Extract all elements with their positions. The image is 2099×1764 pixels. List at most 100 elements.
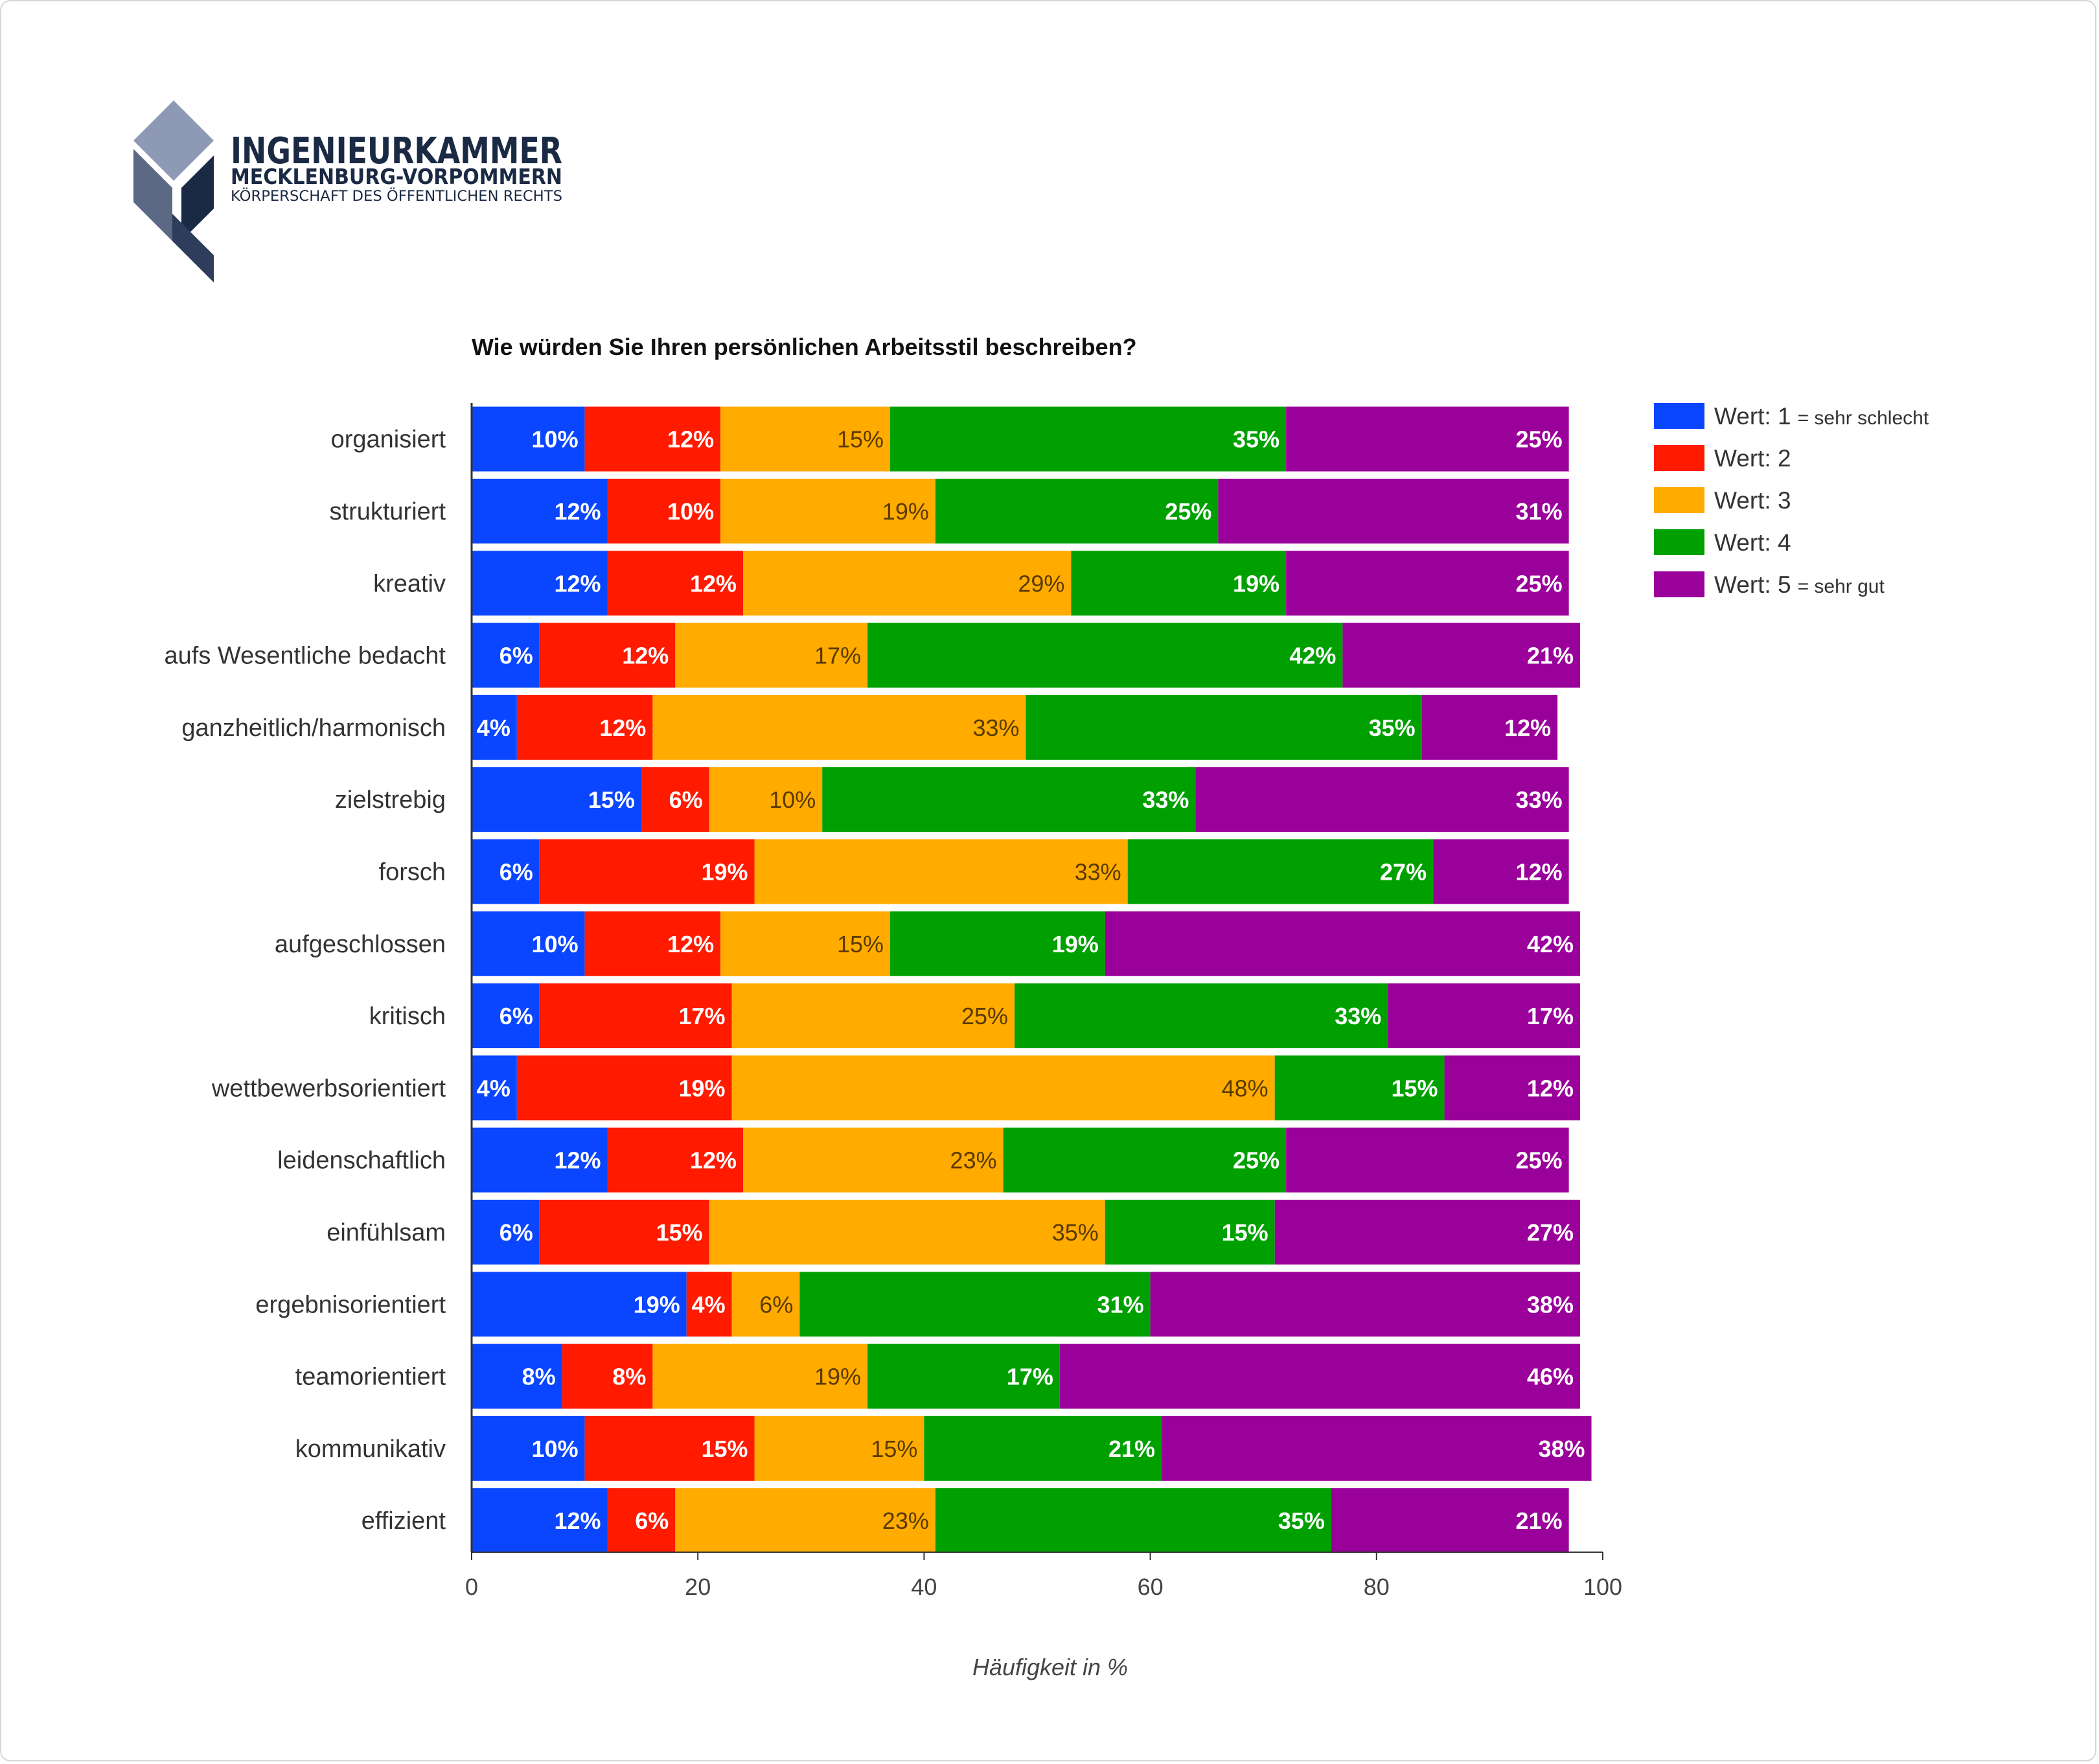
bar-segment (890, 406, 1287, 472)
data-label: 15% (837, 931, 884, 957)
bar-segment (1071, 551, 1287, 616)
data-label: 6% (499, 1219, 533, 1246)
bar-segment (1218, 478, 1569, 544)
bar-segment (472, 911, 585, 976)
data-label: 17% (814, 643, 861, 669)
legend-entry: Wert: 4 (1714, 529, 1791, 556)
x-tick-labels: 0 20 40 60 80 100 (465, 1552, 1622, 1600)
category-label: kritisch (369, 1003, 446, 1030)
bar-segment (867, 623, 1343, 688)
data-label: 8% (522, 1364, 556, 1390)
data-label: 6% (635, 1507, 669, 1534)
data-label: 10% (769, 786, 816, 813)
data-label: 23% (950, 1147, 997, 1174)
data-label: 35% (1369, 715, 1416, 741)
bar-segment (720, 406, 891, 472)
logo-line2: MECKLENBURG-VORPOMMERN (231, 164, 562, 189)
bar-segment (799, 1272, 1151, 1337)
data-label: 12% (690, 1147, 737, 1174)
logo-line3: KÖRPERSCHAFT DES ÖFFENTLICHEN RECHTS (231, 188, 562, 205)
legend-entry: Wert: 5 = sehr gut (1714, 571, 1885, 598)
data-label: 10% (532, 931, 579, 957)
bar-segment (607, 1127, 744, 1193)
data-label: 25% (1165, 498, 1211, 525)
category-label: forsch (379, 858, 446, 886)
data-label: 12% (690, 570, 737, 597)
data-label: 25% (1233, 1147, 1279, 1174)
bar-segment (607, 551, 744, 616)
data-label: 19% (882, 498, 929, 525)
data-label: 4% (477, 1075, 510, 1101)
data-label: 31% (1516, 498, 1563, 525)
data-label: 25% (961, 1003, 1008, 1029)
bar-segment (1105, 1199, 1275, 1265)
data-label: 12% (1527, 1075, 1574, 1101)
logo-line1: INGENIEURKAMMER (231, 130, 562, 172)
bar-segment (731, 1055, 1275, 1121)
legend: Wert: 1 = sehr schlecht Wert: 2 Wert: 3 Wert… (1654, 403, 1929, 598)
data-label: 19% (814, 1364, 861, 1390)
data-label: 6% (499, 643, 533, 669)
bar-segment (472, 1055, 517, 1121)
bar-segment (607, 1488, 676, 1553)
data-label: 33% (1335, 1003, 1381, 1029)
bar-segment (539, 839, 755, 904)
bar-segment (1421, 694, 1558, 760)
bar-segment (743, 1127, 1004, 1193)
data-label: 12% (554, 1507, 601, 1534)
bar-segment (516, 1055, 732, 1121)
logo: INGENIEURKAMMER MECKLENBURG-VORPOMMERN K… (133, 100, 562, 282)
data-label: 19% (1052, 931, 1099, 957)
data-label: 6% (499, 858, 533, 885)
data-label: 38% (1538, 1436, 1585, 1462)
bar-segment (1162, 1415, 1592, 1481)
legend-swatch (1654, 403, 1704, 429)
category-label: kreativ (373, 570, 446, 597)
category-label: einfühlsam (327, 1219, 446, 1246)
bar-segment (1105, 911, 1581, 976)
category-label: ergebnisorientiert (255, 1291, 446, 1318)
bar-segment (584, 1415, 755, 1481)
legend-swatch (1654, 571, 1704, 597)
category-labels: organisiert strukturiert kreativ aufs Wesen… (165, 426, 446, 1535)
legend-entry: Wert: 2 (1714, 445, 1791, 472)
bar-segment (1059, 1344, 1581, 1409)
bar-segment (731, 983, 1015, 1049)
data-label: 12% (1504, 715, 1551, 741)
data-label: 29% (1018, 570, 1064, 597)
logo-lower-face-icon (172, 214, 214, 282)
bar-segment (1003, 1127, 1287, 1193)
data-label: 6% (669, 786, 703, 813)
category-label: kommunikativ (295, 1436, 446, 1463)
category-label: effizient (361, 1507, 446, 1535)
category-label: leidenschaftlich (277, 1147, 446, 1174)
data-label: 25% (1516, 570, 1563, 597)
data-label: 33% (972, 715, 1019, 741)
bar-segment (472, 767, 641, 832)
data-label: 15% (1222, 1219, 1268, 1246)
bar-segment (652, 1344, 868, 1409)
bar-segment (935, 478, 1219, 544)
bar-segment (1331, 1488, 1569, 1553)
bar-segment (720, 911, 891, 976)
category-label: teamorientiert (295, 1364, 446, 1391)
data-label: 25% (1516, 1147, 1563, 1174)
bar-segment (754, 1415, 924, 1481)
category-label: organisiert (331, 426, 446, 453)
data-label: 35% (1052, 1219, 1099, 1246)
data-label: 15% (871, 1436, 917, 1462)
data-label: 17% (1007, 1364, 1053, 1390)
bar-segment (539, 623, 676, 688)
data-label: 21% (1516, 1507, 1563, 1534)
data-label: 8% (612, 1364, 646, 1390)
data-label: 6% (499, 1003, 533, 1029)
x-tick-label: 0 (465, 1574, 478, 1600)
bar-segment (1274, 1199, 1581, 1265)
x-tick-label: 80 (1364, 1574, 1390, 1600)
data-label: 4% (477, 715, 510, 741)
legend-entry: Wert: 3 (1714, 487, 1791, 514)
data-label: 19% (634, 1291, 680, 1318)
legend-swatch (1654, 445, 1704, 471)
data-label: 23% (882, 1507, 929, 1534)
data-label: 12% (1516, 858, 1563, 885)
